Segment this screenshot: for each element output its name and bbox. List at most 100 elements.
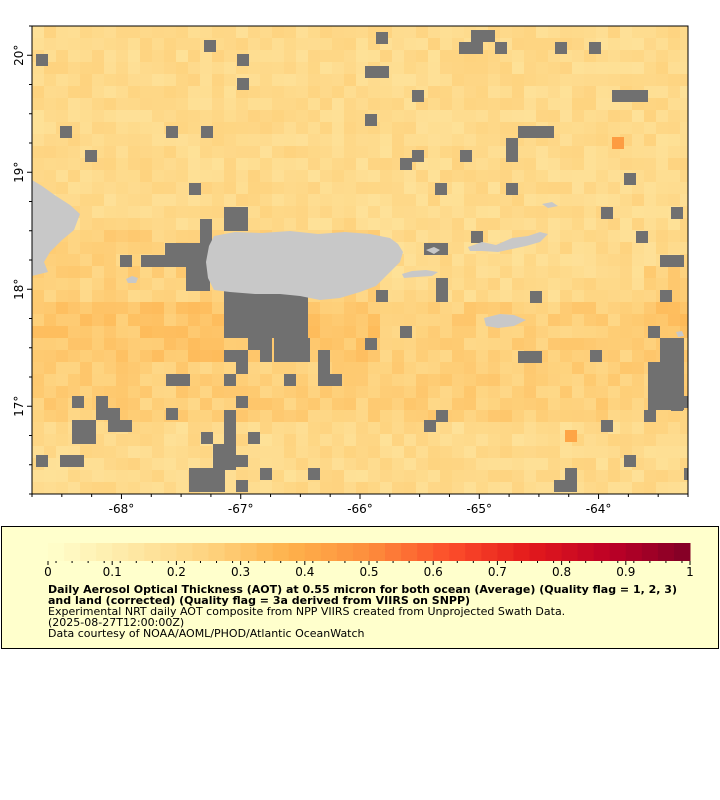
- aot-cell: [44, 134, 56, 146]
- aot-cell: [608, 410, 620, 422]
- aot-cell: [404, 242, 416, 254]
- aot-cell: [452, 326, 464, 338]
- aot-cell: [356, 314, 368, 326]
- aot-cell: [176, 38, 188, 50]
- aot-cell: [164, 338, 176, 350]
- aot-cell: [152, 458, 164, 470]
- aot-cell: [68, 62, 80, 74]
- aot-cell: [164, 50, 176, 62]
- aot-cell: [512, 482, 524, 494]
- no-data-cell: [274, 338, 310, 362]
- aot-cell: [272, 98, 284, 110]
- aot-cell: [536, 218, 548, 230]
- aot-cell: [80, 62, 92, 74]
- aot-cell: [644, 446, 656, 458]
- aot-cell: [560, 290, 572, 302]
- aot-cell: [488, 302, 500, 314]
- aot-cell: [644, 458, 656, 470]
- aot-cell: [332, 134, 344, 146]
- aot-cell: [656, 266, 668, 278]
- aot-cell: [428, 470, 440, 482]
- aot-cell: [680, 242, 688, 254]
- aot-cell: [524, 386, 536, 398]
- aot-cell: [188, 290, 200, 302]
- aot-cell: [248, 50, 260, 62]
- aot-cell: [476, 314, 488, 326]
- aot-cell: [320, 338, 332, 350]
- aot-cell: [212, 26, 224, 38]
- aot-cell: [404, 302, 416, 314]
- aot-cell: [632, 302, 644, 314]
- aot-cell: [392, 470, 404, 482]
- aot-cell: [224, 146, 236, 158]
- aot-cell: [416, 362, 428, 374]
- aot-cell: [128, 38, 140, 50]
- aot-cell: [476, 386, 488, 398]
- aot-cell: [212, 422, 224, 434]
- aot-cell: [512, 194, 524, 206]
- aot-cell: [536, 182, 548, 194]
- aot-cell: [140, 74, 152, 86]
- colorbar-cell: [64, 543, 81, 561]
- aot-cell: [560, 458, 572, 470]
- aot-cell: [620, 362, 632, 374]
- aot-cell: [284, 146, 296, 158]
- aot-cell: [440, 38, 452, 50]
- no-data-cell: [601, 207, 613, 219]
- aot-cell: [452, 26, 464, 38]
- aot-cell: [596, 446, 608, 458]
- aot-cell: [536, 170, 548, 182]
- aot-cell: [560, 374, 572, 386]
- colorbar-cell: [96, 543, 113, 561]
- colorbar-cell: [112, 543, 129, 561]
- aot-cell: [560, 194, 572, 206]
- aot-cell: [296, 62, 308, 74]
- aot-cell: [584, 266, 596, 278]
- aot-cell: [116, 182, 128, 194]
- aot-cell: [44, 338, 56, 350]
- aot-cell: [200, 314, 212, 326]
- aot-cell: [560, 242, 572, 254]
- aot-cell: [524, 62, 536, 74]
- no-data-cell: [36, 54, 48, 66]
- aot-cell: [524, 314, 536, 326]
- aot-cell: [560, 230, 572, 242]
- aot-cell: [572, 50, 584, 62]
- aot-cell: [440, 62, 452, 74]
- aot-cell: [68, 362, 80, 374]
- aot-cell: [296, 482, 308, 494]
- aot-cell: [116, 386, 128, 398]
- aot-cell: [344, 218, 356, 230]
- no-data-cell: [120, 420, 132, 432]
- aot-cell: [116, 314, 128, 326]
- aot-cell: [488, 230, 500, 242]
- aot-cell: [104, 26, 116, 38]
- aot-cell: [188, 362, 200, 374]
- aot-cell: [128, 146, 140, 158]
- aot-cell: [380, 170, 392, 182]
- aot-cell: [452, 134, 464, 146]
- aot-cell: [392, 194, 404, 206]
- aot-cell: [536, 374, 548, 386]
- aot-cell: [428, 446, 440, 458]
- aot-cell: [464, 266, 476, 278]
- no-data-cell: [671, 399, 683, 411]
- aot-cell: [428, 362, 440, 374]
- aot-cell: [560, 146, 572, 158]
- aot-cell: [428, 170, 440, 182]
- no-data-cell: [85, 150, 97, 162]
- aot-cell: [200, 410, 212, 422]
- aot-cell: [80, 482, 92, 494]
- aot-cell: [668, 26, 680, 38]
- no-data-cell: [644, 410, 656, 422]
- aot-cell: [56, 50, 68, 62]
- colorbar-tick-label: 0.3: [231, 565, 250, 579]
- aot-cell: [668, 134, 680, 146]
- aot-cell: [584, 230, 596, 242]
- aot-cell: [152, 122, 164, 134]
- aot-cell: [176, 482, 188, 494]
- no-data-cell: [684, 396, 688, 408]
- aot-cell: [524, 422, 536, 434]
- aot-cell: [188, 374, 200, 386]
- aot-cell: [656, 422, 668, 434]
